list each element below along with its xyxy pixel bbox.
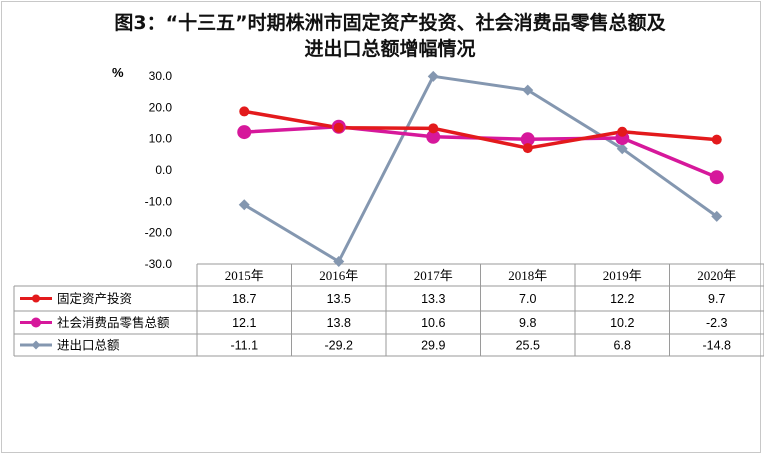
data-value-cell: -29.2 bbox=[325, 339, 354, 353]
legend-key-marker bbox=[32, 294, 40, 303]
data-value-cell: 18.7 bbox=[232, 292, 256, 306]
data-point bbox=[237, 125, 252, 140]
data-value-cell: 7.0 bbox=[519, 292, 536, 306]
data-point bbox=[709, 170, 724, 185]
data-point bbox=[428, 123, 439, 134]
data-value-cell: 12.1 bbox=[232, 316, 256, 330]
legend-key-marker bbox=[31, 340, 41, 350]
data-value-cell: 12.2 bbox=[610, 292, 634, 306]
x-tick-label: 2018年 bbox=[508, 268, 547, 283]
legend-series-name: 进出口总额 bbox=[57, 338, 120, 353]
x-tick-label: 2020年 bbox=[697, 268, 736, 283]
data-point bbox=[711, 210, 723, 222]
y-tick-label: -10.0 bbox=[145, 194, 173, 208]
y-tick-label: 10.0 bbox=[149, 132, 173, 146]
data-point bbox=[520, 132, 535, 147]
y-tick-label: 20.0 bbox=[149, 100, 173, 114]
data-value-cell: -11.1 bbox=[230, 339, 258, 353]
data-value-cell: 25.5 bbox=[516, 339, 540, 353]
legend-series-name: 社会消费品零售总额 bbox=[57, 315, 170, 330]
y-tick-label: -20.0 bbox=[145, 226, 173, 240]
x-tick-label: 2017年 bbox=[414, 268, 453, 283]
data-point bbox=[238, 199, 250, 211]
data-value-cell: 13.3 bbox=[421, 292, 445, 306]
y-tick-label: -30.0 bbox=[145, 257, 173, 271]
legend-key-marker bbox=[31, 317, 41, 328]
data-point bbox=[522, 143, 533, 154]
series-line bbox=[243, 74, 718, 263]
data-value-cell: -14.8 bbox=[703, 339, 732, 353]
data-point bbox=[426, 129, 441, 144]
series-lines bbox=[237, 70, 724, 267]
data-value-cell: 10.6 bbox=[421, 316, 445, 330]
x-tick-label: 2015年 bbox=[225, 268, 264, 283]
y-axis: 30.0 20.0 10.0 0.0 -10.0 -20.0 -30.0 bbox=[145, 69, 173, 271]
legend-series-name: 固定资产投资 bbox=[57, 291, 132, 306]
data-point bbox=[617, 126, 628, 137]
data-value-cell: -2.3 bbox=[706, 316, 728, 330]
data-point bbox=[427, 70, 439, 82]
chart-title-line2: 进出口总额增幅情况 bbox=[304, 38, 476, 60]
chart-title-line1: 图3：“十三五”时期株洲市固定资产投资、社会消费品零售总额及 bbox=[114, 12, 666, 34]
data-point bbox=[522, 84, 534, 96]
data-point bbox=[616, 143, 628, 155]
data-value-cell: 13.5 bbox=[327, 292, 351, 306]
y-tick-label: 30.0 bbox=[149, 69, 173, 83]
y-unit-label: % bbox=[112, 65, 124, 80]
data-point bbox=[711, 134, 722, 145]
data-point bbox=[333, 122, 344, 133]
data-value-cell: 29.9 bbox=[421, 339, 445, 353]
x-tick-label: 2019年 bbox=[603, 268, 642, 283]
data-point bbox=[333, 255, 345, 267]
data-value-cell: 9.7 bbox=[708, 292, 725, 306]
data-value-cell: 9.8 bbox=[519, 316, 536, 330]
data-value-cell: 10.2 bbox=[610, 316, 634, 330]
data-point bbox=[239, 106, 250, 117]
data-value-cell: 6.8 bbox=[614, 339, 631, 353]
data-value-cell: 13.8 bbox=[327, 316, 351, 330]
series-line bbox=[243, 109, 717, 150]
x-tick-label: 2016年 bbox=[319, 268, 358, 283]
y-tick-label: 0.0 bbox=[155, 163, 172, 177]
